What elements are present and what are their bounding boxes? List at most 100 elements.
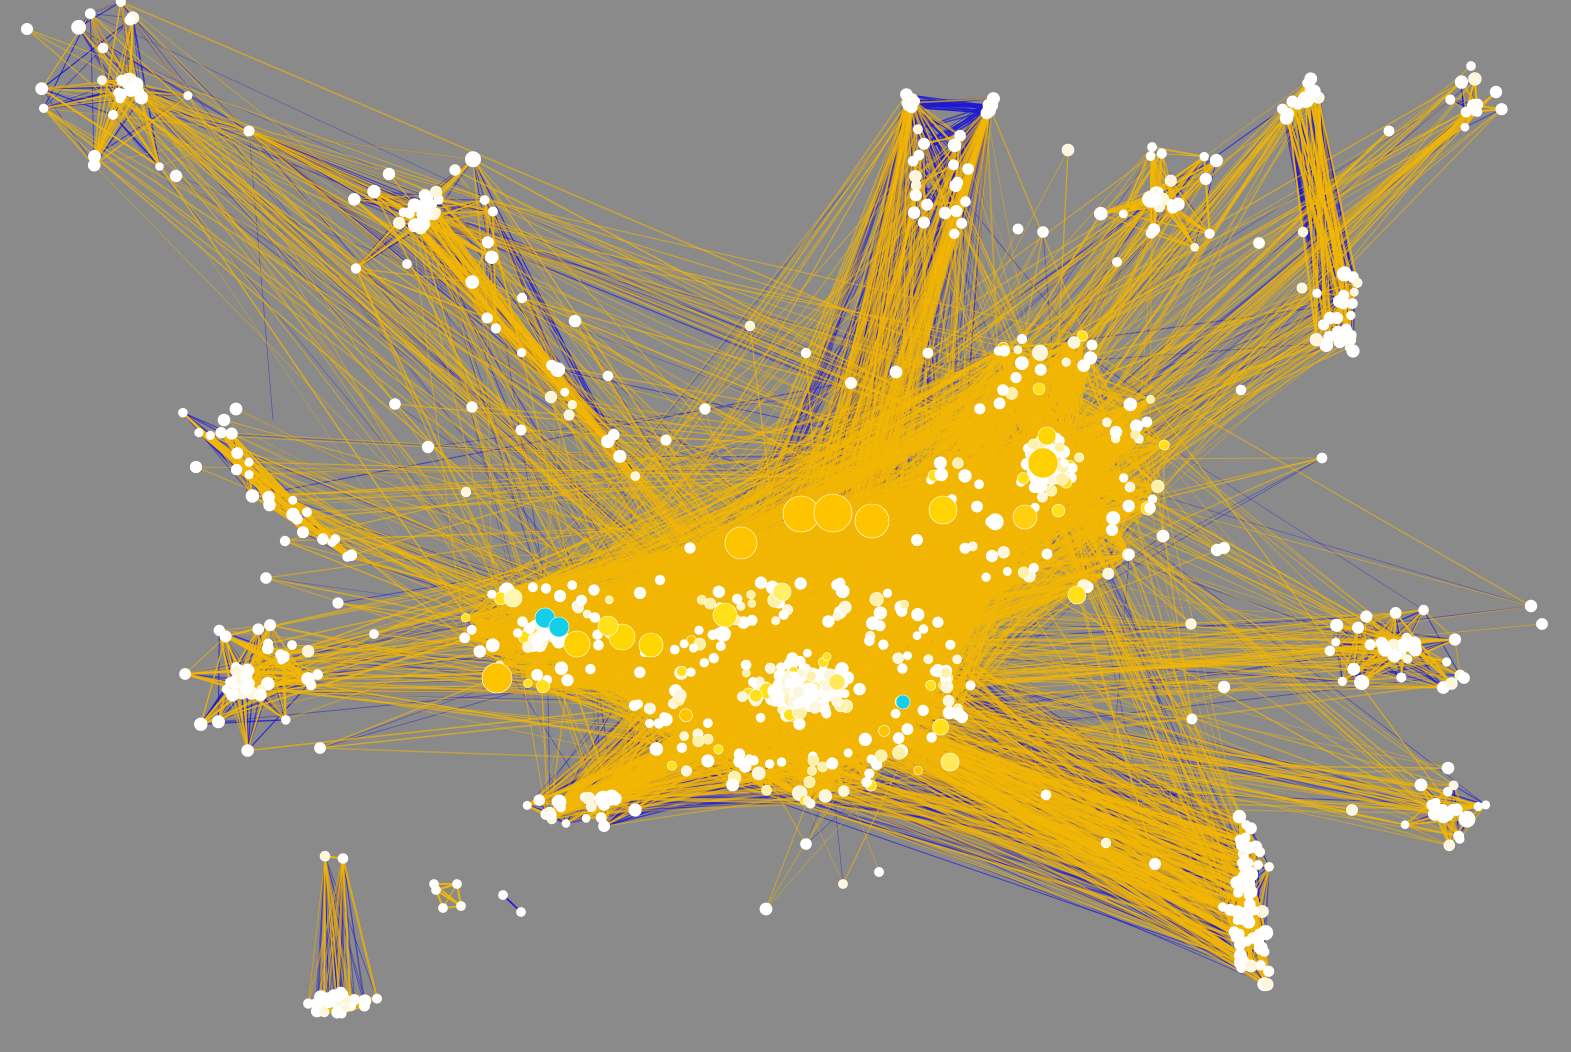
graph-node[interactable] (786, 652, 799, 665)
graph-node[interactable] (464, 151, 481, 168)
graph-node[interactable] (775, 662, 787, 673)
graph-node[interactable] (1378, 643, 1392, 657)
graph-node[interactable] (1331, 637, 1341, 647)
graph-node[interactable] (369, 629, 379, 639)
graph-node[interactable] (287, 640, 297, 650)
graph-node[interactable] (116, 74, 128, 86)
graph-node[interactable] (952, 654, 962, 665)
graph-node[interactable] (350, 263, 362, 274)
graph-node[interactable] (1472, 106, 1483, 117)
graph-node[interactable] (748, 755, 759, 766)
graph-node[interactable] (205, 430, 215, 441)
graph-node[interactable] (296, 526, 309, 539)
graph-node[interactable] (1013, 345, 1023, 355)
graph-node[interactable] (1037, 491, 1048, 503)
graph-node[interactable] (588, 584, 600, 596)
graph-node[interactable] (985, 549, 999, 563)
graph-hub-node[interactable] (724, 526, 758, 560)
graph-node[interactable] (932, 616, 944, 628)
graph-node[interactable] (1061, 143, 1075, 157)
graph-node[interactable] (731, 593, 743, 605)
graph-node[interactable] (808, 700, 822, 714)
graph-node[interactable] (688, 643, 698, 653)
graph-node[interactable] (1106, 511, 1121, 526)
graph-node[interactable] (1061, 357, 1071, 367)
graph-node[interactable] (544, 390, 558, 404)
graph-node[interactable] (567, 580, 578, 591)
graph-node[interactable] (954, 129, 966, 142)
graph-node[interactable] (1316, 452, 1328, 464)
graph-node[interactable] (561, 674, 574, 687)
graph-node[interactable] (487, 206, 498, 217)
graph-node[interactable] (460, 486, 472, 498)
graph-node[interactable] (531, 669, 543, 681)
graph-node[interactable] (986, 513, 1004, 531)
graph-node[interactable] (602, 370, 614, 382)
graph-node[interactable] (1017, 472, 1030, 485)
graph-node[interactable] (679, 639, 689, 649)
graph-node[interactable] (1260, 977, 1274, 991)
graph-node[interactable] (934, 467, 948, 482)
graph-node[interactable] (761, 784, 772, 796)
graph-node[interactable] (843, 748, 853, 758)
graph-node[interactable] (124, 81, 136, 93)
graph-node[interactable] (264, 619, 277, 632)
graph-node[interactable] (918, 624, 929, 634)
graph-node[interactable] (1445, 677, 1458, 690)
graph-node[interactable] (917, 137, 930, 150)
graph-node[interactable] (240, 669, 253, 683)
graph-node[interactable] (1443, 839, 1456, 852)
graph-node[interactable] (899, 599, 910, 610)
graph-node[interactable] (1156, 148, 1167, 159)
graph-hub-node[interactable] (940, 752, 960, 772)
graph-node[interactable] (684, 542, 696, 554)
graph-node[interactable] (1454, 834, 1465, 844)
graph-node[interactable] (838, 879, 848, 889)
graph-node[interactable] (1441, 657, 1452, 667)
graph-node[interactable] (767, 684, 782, 698)
graph-node[interactable] (942, 694, 955, 707)
graph-node[interactable] (389, 398, 401, 410)
graph-node[interactable] (1122, 499, 1135, 513)
graph-node[interactable] (230, 665, 242, 677)
graph-node[interactable] (1309, 333, 1323, 347)
graph-node[interactable] (873, 866, 884, 877)
graph-node[interactable] (1525, 600, 1537, 612)
graph-node[interactable] (746, 614, 758, 626)
graph-node[interactable] (312, 669, 324, 680)
graph-node[interactable] (1242, 936, 1253, 947)
graph-node[interactable] (382, 167, 396, 181)
graph-node[interactable] (869, 592, 884, 607)
graph-node[interactable] (1418, 604, 1429, 616)
graph-node[interactable] (933, 456, 947, 470)
graph-node[interactable] (473, 645, 487, 658)
graph-node[interactable] (319, 850, 331, 862)
graph-node[interactable] (1296, 282, 1308, 294)
graph-node[interactable] (905, 101, 918, 114)
graph-node[interactable] (1235, 928, 1245, 939)
graph-node[interactable] (601, 434, 615, 449)
graph-node[interactable] (1307, 84, 1321, 98)
graph-node[interactable] (1403, 639, 1414, 650)
graph-node[interactable] (1232, 916, 1242, 925)
graph-node[interactable] (1346, 298, 1358, 309)
graph-node[interactable] (108, 109, 119, 120)
graph-node[interactable] (751, 766, 766, 781)
graph-node[interactable] (241, 744, 254, 757)
graph-node[interactable] (516, 907, 526, 917)
graph-hub-node[interactable] (1037, 426, 1057, 446)
graph-node[interactable] (217, 413, 231, 427)
graph-node[interactable] (754, 576, 768, 589)
graph-node[interactable] (585, 663, 596, 675)
graph-node[interactable] (993, 397, 1006, 410)
graph-node[interactable] (1336, 266, 1352, 282)
graph-node[interactable] (1414, 778, 1428, 792)
graph-node[interactable] (958, 469, 972, 483)
graph-node[interactable] (1349, 287, 1359, 297)
graph-node[interactable] (1027, 438, 1040, 451)
graph-node[interactable] (358, 1000, 370, 1012)
graph-node[interactable] (952, 457, 964, 469)
graph-node[interactable] (1352, 277, 1363, 288)
graph-node[interactable] (279, 535, 291, 547)
